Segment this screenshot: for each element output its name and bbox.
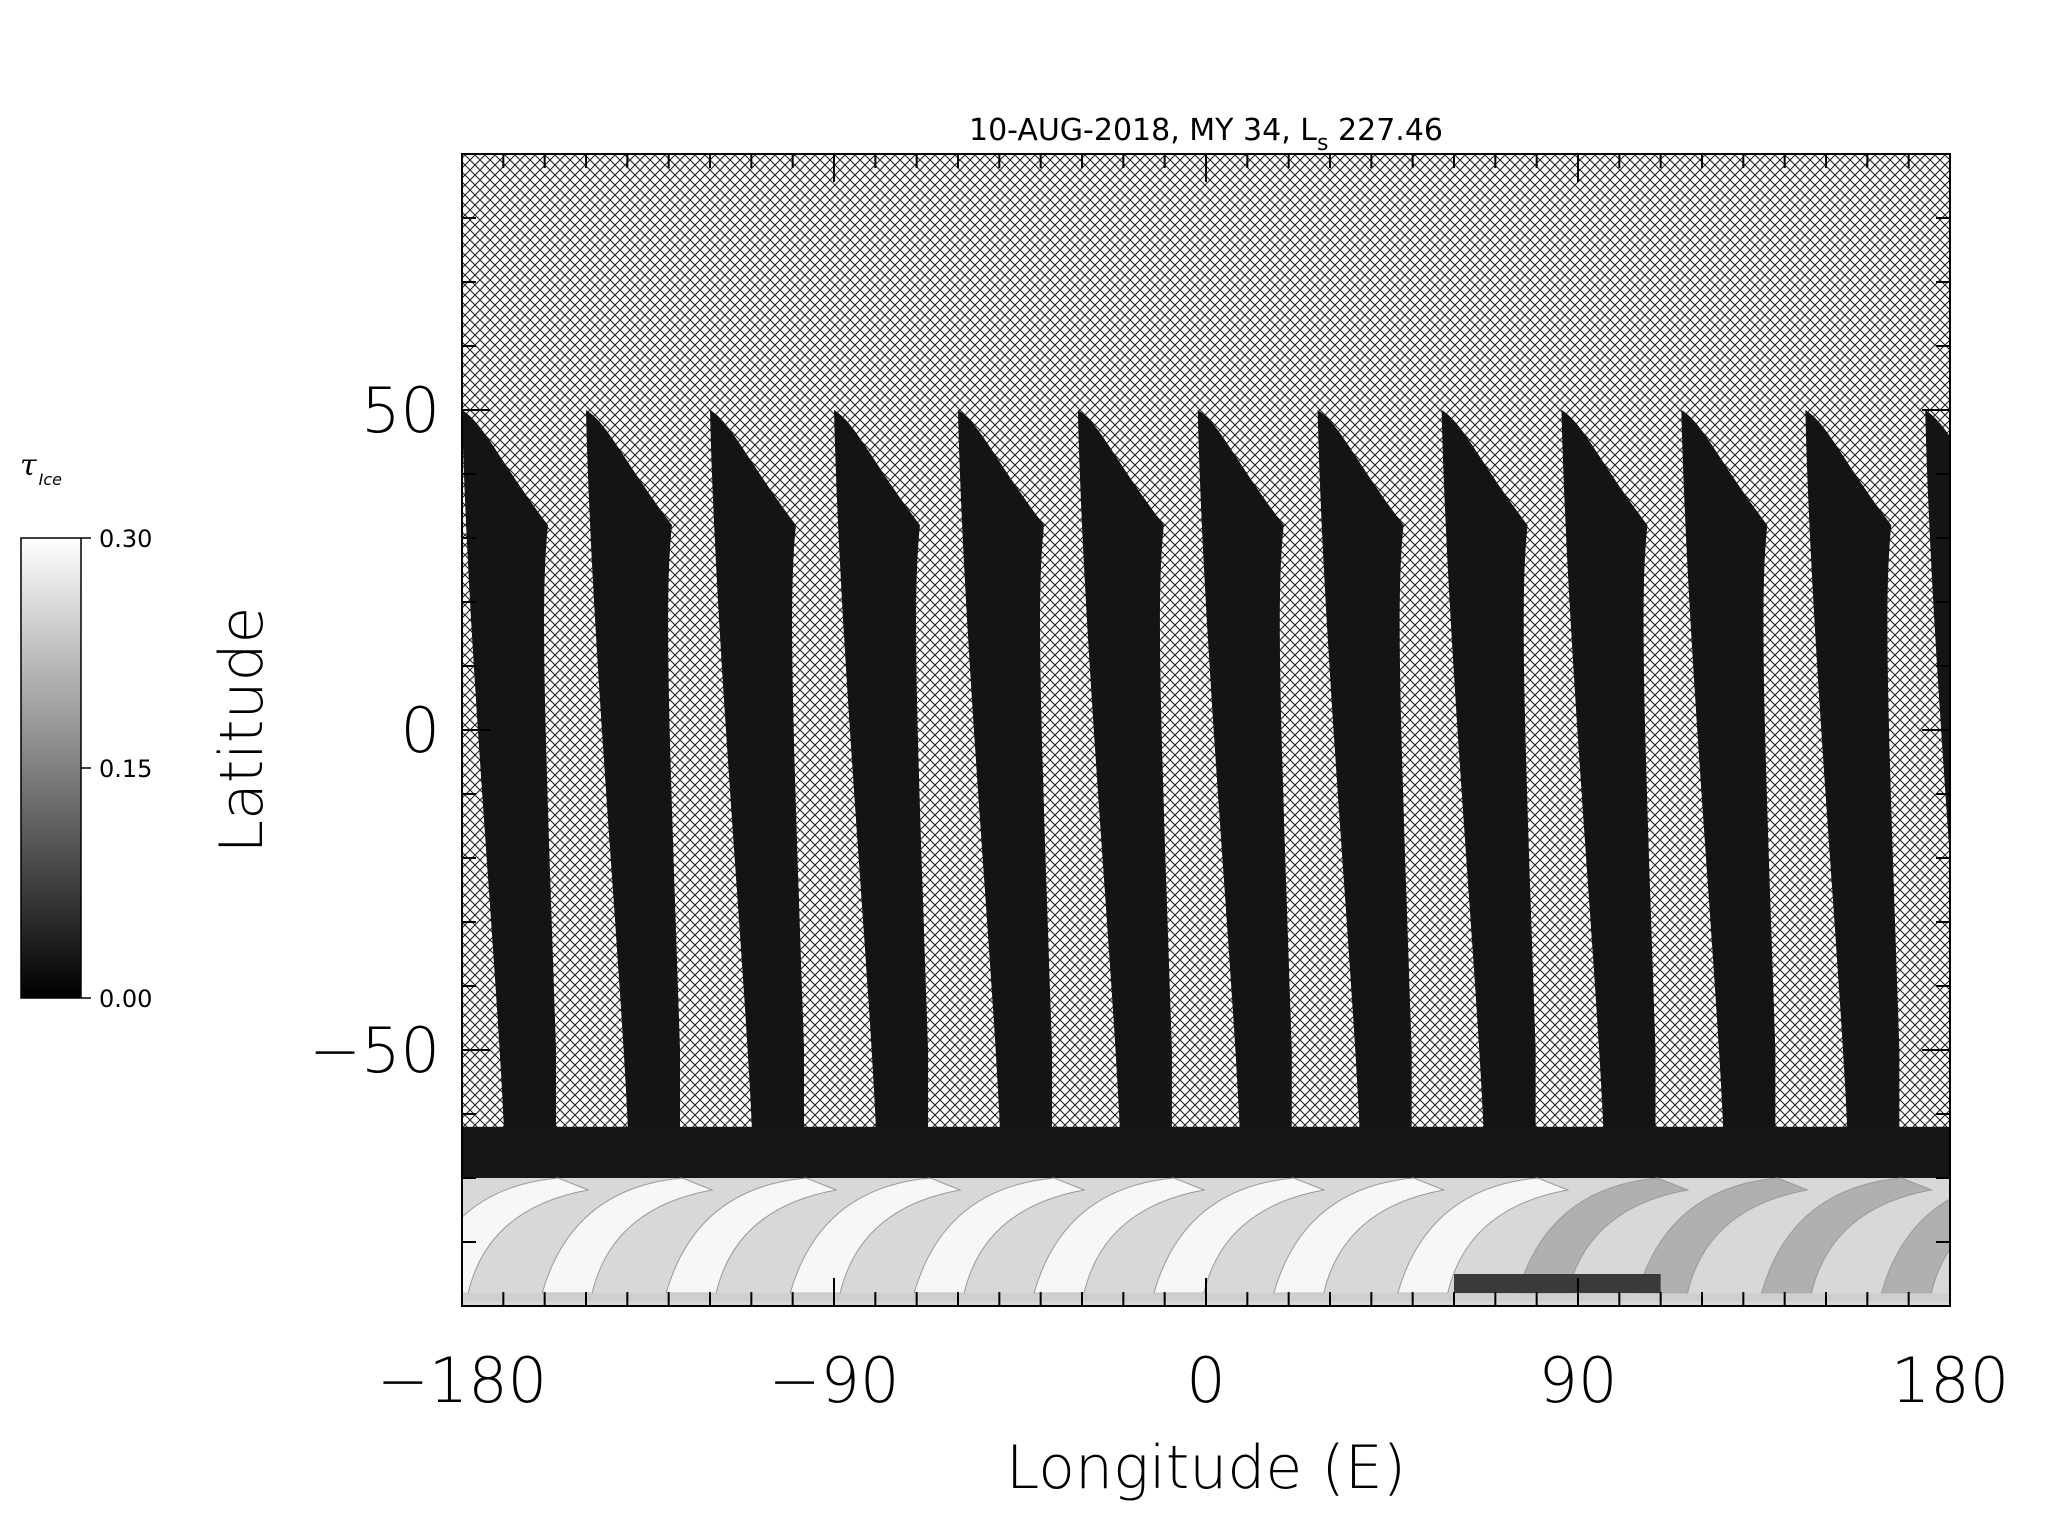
colorbar-tick-label: 0.00 xyxy=(99,985,152,1013)
axis-ticks xyxy=(461,153,1951,1307)
x-tick-labels: −180 −90 0 90 180 xyxy=(377,1344,2009,1417)
polar-arc-6 xyxy=(1153,1177,1326,1294)
dark-band xyxy=(462,1126,1950,1178)
swath-10 xyxy=(1681,410,1776,1184)
colorbar-ticks: 0.00 0.15 0.30 xyxy=(81,525,152,1013)
polar-arc-5 xyxy=(1033,1177,1206,1294)
polar-arc-3 xyxy=(789,1177,962,1294)
swath-gap-9 xyxy=(1575,968,1586,1029)
polar-arc-10 xyxy=(1636,1177,1810,1294)
swath-2 xyxy=(710,410,805,1184)
polar-arc-12 xyxy=(1880,1198,1950,1294)
swath-layer xyxy=(462,410,1950,1184)
colorbar-tick-label: 0.15 xyxy=(99,755,152,783)
swath-6 xyxy=(1197,410,1292,1184)
y-tick-label: 50 xyxy=(361,374,440,447)
x-tick-label: 90 xyxy=(1539,1344,1618,1417)
swath-11 xyxy=(1805,410,1900,1184)
y-tick-label: 0 xyxy=(401,694,440,767)
colorbar-title-subscript: Ice xyxy=(39,470,63,489)
polar-arc-4 xyxy=(913,1177,1086,1294)
swath-gap-2 xyxy=(723,968,734,1029)
y-tick-labels: −50 0 50 xyxy=(309,374,440,1087)
colorbar: τ Ice 0.00 0.15 0.30 xyxy=(20,448,152,1013)
chart-title: 10-AUG-2018, MY 34, Ls 227.46 xyxy=(969,113,1443,156)
polar-ice-band xyxy=(462,1177,1950,1306)
swath-gap-11 xyxy=(1818,968,1829,1029)
polar-arc-0 xyxy=(462,1177,590,1294)
plot-area xyxy=(462,154,1950,1306)
y-axis-label: Latitude xyxy=(207,607,277,854)
x-tick-label: −90 xyxy=(769,1344,900,1417)
swath-gap-7 xyxy=(1331,968,1342,1029)
title-value: 227.46 xyxy=(1328,113,1443,148)
colorbar-title: τ Ice xyxy=(20,448,62,489)
swath-gap-10 xyxy=(1694,968,1705,1029)
swath-gap-1 xyxy=(599,968,610,1029)
y-tick-label: −50 xyxy=(309,1014,440,1087)
swath-12 xyxy=(1925,410,1950,860)
swath-7 xyxy=(1317,410,1412,1184)
polar-arc-1 xyxy=(541,1177,714,1294)
swath-gap-0 xyxy=(475,968,486,1029)
swath-4 xyxy=(958,410,1053,1184)
polar-arc-2 xyxy=(665,1177,838,1294)
swath-gap-4 xyxy=(971,968,982,1029)
swath-9 xyxy=(1561,410,1656,1184)
swath-1 xyxy=(586,410,681,1184)
title-subscript: s xyxy=(1317,131,1328,156)
x-axis-label: Longitude (E) xyxy=(1006,1433,1406,1503)
swath-gap-8 xyxy=(1455,968,1466,1029)
x-tick-label: 180 xyxy=(1891,1344,2009,1417)
polar-arc-9 xyxy=(1516,1177,1690,1294)
swath-gap-5 xyxy=(1091,968,1102,1029)
swath-3 xyxy=(834,410,929,1184)
colorbar-gradient xyxy=(20,537,82,999)
polar-arc-11 xyxy=(1760,1177,1934,1294)
polar-dark-patch xyxy=(1454,1274,1661,1294)
x-tick-label: 0 xyxy=(1186,1344,1225,1417)
swath-0 xyxy=(462,410,557,1184)
swath-gap-3 xyxy=(847,968,858,1029)
swath-gap-6 xyxy=(1211,968,1222,1029)
polar-arc-7 xyxy=(1273,1177,1446,1294)
x-tick-label: −180 xyxy=(377,1344,547,1417)
swath-gap-12 xyxy=(1938,968,1949,1029)
polar-arc-8 xyxy=(1397,1177,1570,1294)
swath-8 xyxy=(1441,410,1536,1184)
colorbar-tick-label: 0.30 xyxy=(99,525,152,553)
swath-5 xyxy=(1077,410,1172,1184)
